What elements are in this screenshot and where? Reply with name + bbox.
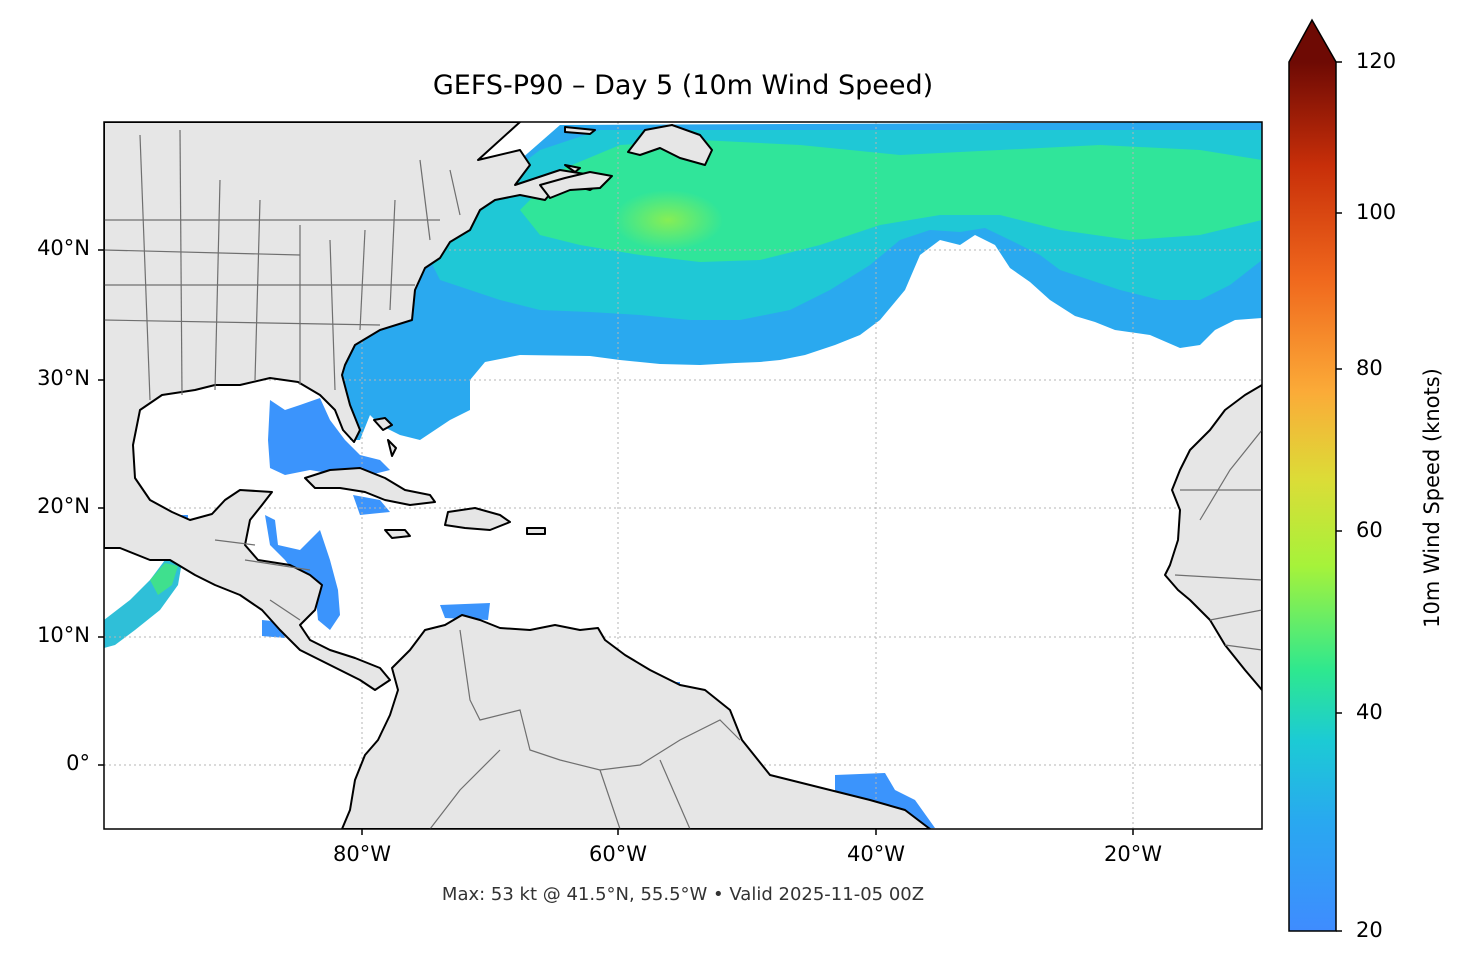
colorbar-tick-label: 60: [1356, 518, 1383, 542]
lat-tick-label: 40°N: [37, 236, 90, 260]
wind-field-max-hotspot: [613, 190, 723, 250]
north-america-land: [104, 122, 611, 691]
colorbar-tick-label: 80: [1356, 356, 1383, 380]
colorbar: [1288, 18, 1342, 932]
political-borders: [104, 129, 1262, 829]
axis-ticks: [98, 249, 1134, 835]
map-frame: [103, 121, 1263, 830]
colorbar-tick-label: 40: [1356, 700, 1383, 724]
colorbar-gradient: [1289, 62, 1336, 931]
chart-title: GEFS-P90 – Day 5 (10m Wind Speed): [432, 70, 934, 101]
puerto-rico-island: [526, 527, 546, 535]
newfoundland-island: [627, 124, 713, 166]
jamaica-island: [384, 529, 411, 539]
colorbar-tick-label: 120: [1356, 49, 1397, 73]
lat-tick-label: 20°N: [37, 494, 90, 518]
wind-field-gulf: [268, 398, 390, 475]
lon-tick-label: 40°W: [847, 842, 905, 866]
map-gridlines: [104, 122, 1262, 829]
lat-tick-label: 30°N: [37, 366, 90, 390]
chart-subtitle: Max: 53 kt @ 41.5°N, 55.5°W • Valid 2025…: [441, 884, 925, 905]
anticosti-island: [564, 126, 596, 173]
lon-tick-label: 20°W: [1104, 842, 1162, 866]
south-america-land: [341, 614, 931, 829]
lon-tick-label: 80°W: [333, 842, 391, 866]
bahamas-islands: [373, 417, 397, 457]
hispaniola-island: [444, 507, 511, 531]
lat-tick-label: 10°N: [37, 623, 90, 647]
lon-tick-label: 60°W: [589, 842, 647, 866]
wind-field-pacific-core: [150, 563, 178, 595]
lat-tick-label: 0°: [66, 751, 90, 775]
colorbar-label: 10m Wind Speed (knots): [1420, 368, 1444, 628]
colorbar-outline: [1288, 18, 1337, 932]
nova-scotia-land: [539, 171, 613, 199]
colorbar-tick-label: 100: [1356, 200, 1397, 224]
colorbar-tick-label: 20: [1356, 918, 1383, 942]
cuba-island: [304, 467, 436, 506]
colorbar-extend-arrow: [1289, 20, 1336, 62]
